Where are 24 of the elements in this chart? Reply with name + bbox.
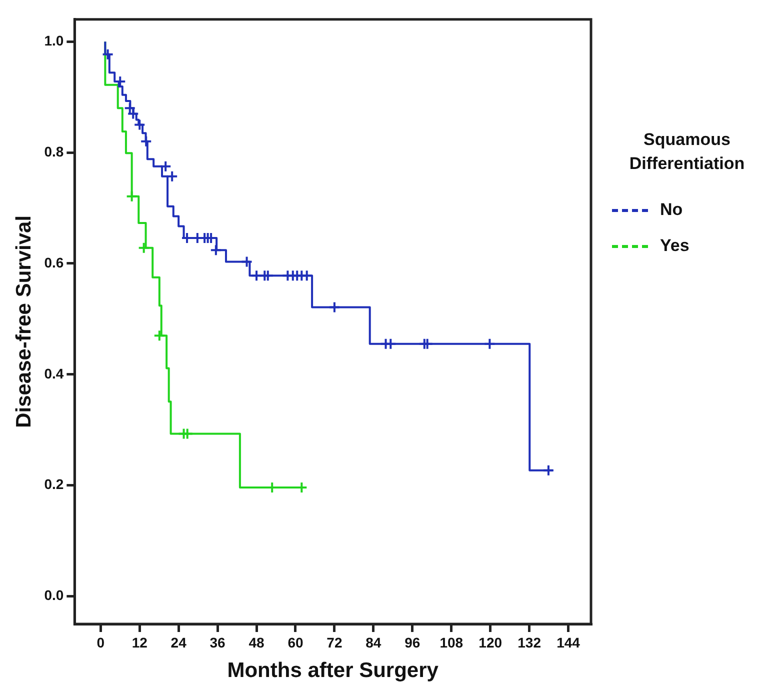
legend-title: Squamous Differentiation — [628, 129, 746, 175]
x-axis-title: Months after Surgery — [227, 659, 439, 682]
y-tick-label: 0.4 — [44, 365, 64, 382]
x-tick-label: 48 — [248, 634, 265, 650]
y-axis-title: Disease-free Survival — [12, 215, 36, 428]
x-tick-label: 24 — [170, 634, 187, 650]
x-tick-label: 36 — [210, 634, 226, 650]
y-tick-label: 0.0 — [44, 587, 64, 604]
x-tick-label: 84 — [366, 634, 382, 650]
y-tick-label: 0.6 — [44, 254, 64, 270]
legend-label: No — [660, 200, 683, 220]
y-tick-label: 1.0 — [44, 32, 64, 48]
y-tick-label: 0.2 — [44, 476, 64, 492]
x-tick-label: 108 — [440, 634, 464, 650]
x-tick-label: 144 — [556, 634, 580, 650]
x-tick-label: 12 — [132, 634, 148, 650]
legend-label: Yes — [660, 236, 690, 256]
y-tick-label: 0.8 — [44, 143, 64, 160]
x-tick-label: 72 — [326, 634, 342, 650]
x-tick-label: 60 — [288, 634, 304, 650]
x-tick-label: 96 — [404, 634, 420, 650]
x-tick-label: 132 — [518, 634, 542, 650]
x-tick-label: 0 — [96, 634, 105, 650]
x-tick-label: 120 — [478, 634, 502, 650]
